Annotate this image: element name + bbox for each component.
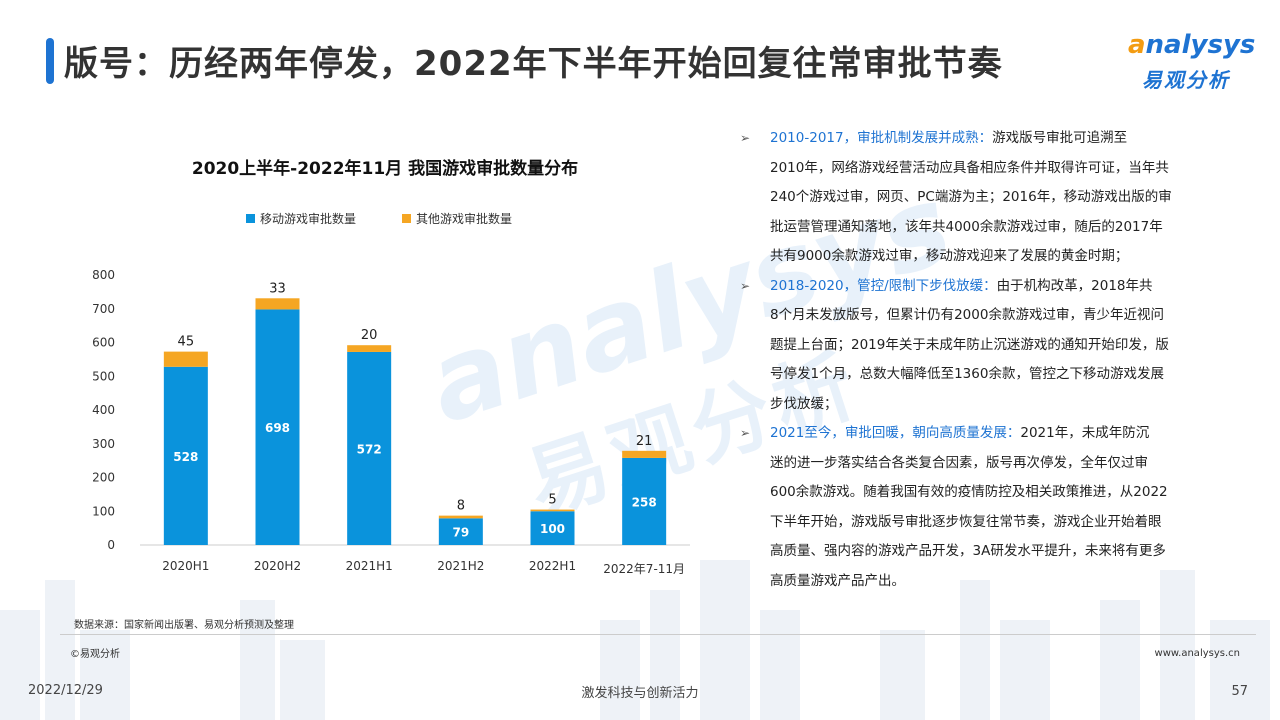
bullet-line: 批运营管理通知落地，该年共4000余款游戏过审，随后的2017年 — [770, 218, 1163, 235]
report-date: 2022/12/29 — [28, 683, 103, 698]
bullet-arrow-icon: ➢ — [740, 426, 751, 440]
x-tick-label: 2020H2 — [254, 559, 301, 573]
bar-mobile — [438, 518, 483, 545]
bar-other — [347, 345, 392, 352]
bullet-heading: 2018-2020，管控/限制下步伐放缓： — [770, 277, 997, 294]
bar-mobile — [622, 457, 667, 545]
bullet-line: 600余款游戏。随着我国有效的疫情防控及相关政策推进，从2022 — [770, 484, 1168, 500]
bullet-line: 步伐放缓； — [770, 395, 838, 412]
x-tick-label: 2022年7-11月 — [603, 562, 685, 576]
bar-other — [438, 515, 483, 519]
data-label-mobile: 79 — [452, 526, 469, 540]
chart-legend: 移动游戏审批数量 其他游戏审批数量 — [246, 210, 512, 227]
bullet-2018-2020: ➢ 2018-2020，管控/限制下步伐放缓：由于机构改革，2018年共 8个月… — [738, 272, 1208, 420]
page-title: 版号：历经两年停发，2022年下半年开始回复往常审批节奏 — [64, 44, 1003, 84]
legend-label-mobile: 移动游戏审批数量 — [260, 212, 357, 226]
legend-swatch-other — [402, 214, 412, 223]
y-tick-label: 700 — [92, 302, 115, 316]
page-number: 57 — [1231, 684, 1248, 699]
y-tick-label: 800 — [92, 268, 115, 282]
bullet-line: 高质量游戏产品产出。 — [770, 572, 905, 589]
text-panel: ➢ 2010-2017，审批机制发展并成熟：游戏版号审批可追溯至 2010年，网… — [738, 124, 1208, 596]
data-label-mobile: 100 — [540, 522, 565, 536]
bullet-line: 8个月未发放版号，但累计仍有2000余款游戏过审，青少年近视问 — [770, 307, 1164, 323]
legend-item-other: 其他游戏审批数量 — [402, 210, 512, 227]
y-tick-label: 500 — [92, 369, 115, 383]
x-tick-label: 2022H1 — [529, 559, 576, 573]
data-label-other: 33 — [269, 281, 286, 296]
data-label-mobile: 258 — [632, 495, 657, 509]
logo-chinese-name: 易观分析 — [1142, 68, 1230, 92]
bar-mobile — [255, 309, 300, 545]
bullet-arrow-icon: ➢ — [740, 278, 751, 293]
data-source: 数据来源：国家新闻出版署、易观分析预测及整理 — [74, 620, 294, 631]
legend-label-other: 其他游戏审批数量 — [416, 212, 513, 226]
y-tick-label: 300 — [92, 437, 115, 451]
y-tick-label: 100 — [92, 504, 115, 518]
bullet-line: 240个游戏过审，网页、PC端游为主；2016年，移动游戏出版的审 — [770, 189, 1172, 205]
logo-word-rest: nalysys — [1145, 30, 1256, 60]
data-label-other: 5 — [548, 493, 556, 508]
data-label-mobile: 572 — [357, 442, 382, 456]
city-skyline-background — [0, 560, 1270, 720]
bar-other — [255, 298, 300, 310]
data-label-mobile: 528 — [173, 450, 198, 464]
bullet-heading: 2010-2017，审批机制发展并成熟： — [770, 130, 993, 146]
copyright: ©易观分析 — [70, 649, 120, 660]
x-tick-label: 2021H2 — [437, 559, 484, 573]
x-tick-label: 2020H1 — [162, 559, 209, 573]
bullet-line: 高质量、强内容的游戏产品开发，3A研发水平提升，未来将有更多 — [770, 543, 1166, 559]
analysys-logo: analysys 易观分析 — [1128, 30, 1263, 96]
bullet-heading: 2021至今，审批回暖，朝向高质量发展： — [770, 425, 1021, 441]
bullet-line: 游戏版号审批可追溯至 — [992, 130, 1128, 146]
bullet-line: 下半年开始，游戏版号审批逐步恢复往常节奏，游戏企业开始着眼 — [770, 513, 1162, 530]
x-tick-label: 2021H1 — [346, 559, 393, 573]
logo-letter-a: a — [1128, 30, 1146, 60]
bullet-line: 共有9000余款游戏过审，移动游戏迎来了发展的黄金时期； — [770, 248, 1129, 264]
bullet-line: 号停发1个月，总数大幅降低至1360余款，管控之下移动游戏发展 — [770, 366, 1164, 382]
title-accent-bar — [46, 38, 54, 84]
bullet-2010-2017: ➢ 2010-2017，审批机制发展并成熟：游戏版号审批可追溯至 2010年，网… — [738, 124, 1208, 272]
bullet-line: 由于机构改革，2018年共 — [996, 277, 1153, 294]
logo-wordmark: analysys — [1128, 30, 1255, 60]
legend-swatch-mobile — [246, 214, 255, 223]
y-tick-label: 0 — [107, 538, 115, 552]
data-label-other: 45 — [178, 335, 195, 350]
bullet-line: 2010年，网络游戏经营活动应具备相应条件并取得许可证，当年共 — [770, 159, 1169, 176]
bar-other — [622, 450, 667, 458]
data-label-other: 21 — [636, 434, 653, 449]
bullet-line: 题提上台面；2019年关于未成年防止沉迷游戏的通知开始印发，版 — [770, 336, 1169, 353]
bullet-line: 迷的进一步落实结合各类复合因素，版号再次停发，全年仅过审 — [770, 454, 1148, 471]
legend-item-mobile: 移动游戏审批数量 — [246, 210, 356, 227]
bullet-line: 2021年，未成年防沉 — [1020, 425, 1150, 441]
data-label-other: 8 — [457, 499, 465, 514]
footer-divider — [60, 634, 1256, 635]
data-label-other: 20 — [361, 328, 378, 343]
y-tick-label: 200 — [92, 471, 115, 485]
bar-mobile — [347, 351, 392, 545]
data-label-mobile: 698 — [265, 421, 290, 435]
y-tick-label: 400 — [92, 403, 115, 417]
slogan: 激发科技与创新活力 — [581, 686, 699, 701]
bar-other — [163, 351, 208, 367]
y-tick-label: 600 — [92, 336, 115, 350]
bar-mobile — [530, 511, 575, 545]
bar-mobile — [163, 366, 208, 545]
bar-other — [530, 509, 575, 512]
bullet-arrow-icon: ➢ — [740, 131, 751, 145]
chart-title: 2020上半年-2022年11月 我国游戏审批数量分布 — [191, 159, 579, 179]
website-link[interactable]: www.analysys.cn — [1154, 648, 1240, 659]
bullet-2021-now: ➢ 2021至今，审批回暖，朝向高质量发展：2021年，未成年防沉 迷的进一步落… — [738, 419, 1208, 596]
